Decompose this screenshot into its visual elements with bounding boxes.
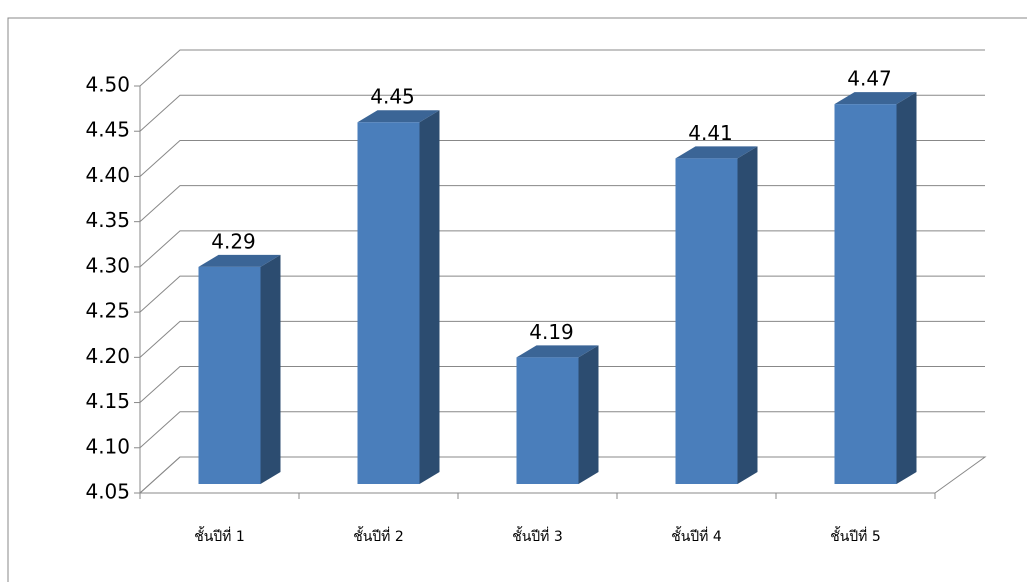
y-tick-label: 4.05	[85, 480, 130, 504]
y-tick-label: 4.15	[85, 389, 130, 413]
y-tick-label: 4.25	[85, 299, 130, 323]
bar-side	[896, 92, 917, 484]
y-tick-label: 4.40	[85, 163, 130, 187]
value-label: 4.45	[370, 85, 415, 109]
bar-top	[675, 146, 758, 159]
y-tick-label: 4.50	[85, 73, 130, 97]
bar-front	[357, 122, 420, 484]
bar-top	[198, 254, 281, 267]
bar-front	[834, 104, 897, 484]
bar-side	[260, 254, 281, 484]
bar-side	[578, 345, 599, 484]
bar-front	[516, 357, 579, 484]
grid-line	[139, 94, 985, 132]
bar-side	[419, 110, 440, 484]
bar	[675, 146, 758, 484]
x-tick-label: ชั้นปีที่ 2	[353, 526, 404, 545]
y-tick-label: 4.30	[85, 253, 130, 277]
bar-front	[675, 158, 738, 484]
x-tick-label: ชั้นปีที่ 3	[512, 526, 563, 545]
bar	[198, 254, 281, 484]
value-label: 4.19	[529, 320, 574, 344]
bar	[834, 92, 917, 484]
x-tick-label: ชั้นปีที่ 4	[671, 526, 722, 545]
value-label: 4.41	[688, 121, 733, 145]
y-tick-label: 4.35	[85, 208, 130, 232]
y-tick-label: 4.20	[85, 344, 130, 368]
bar-top	[516, 345, 599, 358]
bar	[516, 345, 599, 484]
bar-top	[357, 110, 440, 123]
value-label: 4.47	[847, 67, 892, 91]
grid-line	[139, 139, 985, 177]
chart-frame	[7, 17, 1027, 586]
y-tick-label: 4.10	[85, 434, 130, 458]
bar	[357, 110, 440, 484]
y-tick-label: 4.45	[85, 118, 130, 142]
grid-line	[139, 49, 985, 87]
x-tick-label: ชั้นปีที่ 5	[830, 526, 881, 545]
bar-side	[737, 146, 758, 484]
bar-top	[834, 92, 917, 105]
bar-front	[198, 266, 261, 484]
x-tick-label: ชั้นปีที่ 1	[194, 526, 245, 545]
value-label: 4.29	[211, 229, 256, 253]
